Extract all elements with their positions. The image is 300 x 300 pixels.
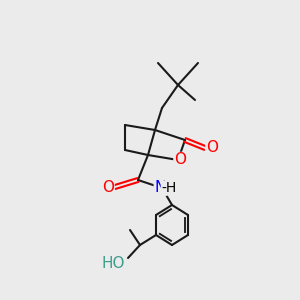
- Text: O: O: [206, 140, 218, 155]
- Text: N: N: [154, 181, 166, 196]
- Text: O: O: [174, 152, 186, 167]
- Text: O: O: [102, 179, 114, 194]
- Text: -H: -H: [161, 181, 177, 195]
- Text: HO: HO: [101, 256, 125, 271]
